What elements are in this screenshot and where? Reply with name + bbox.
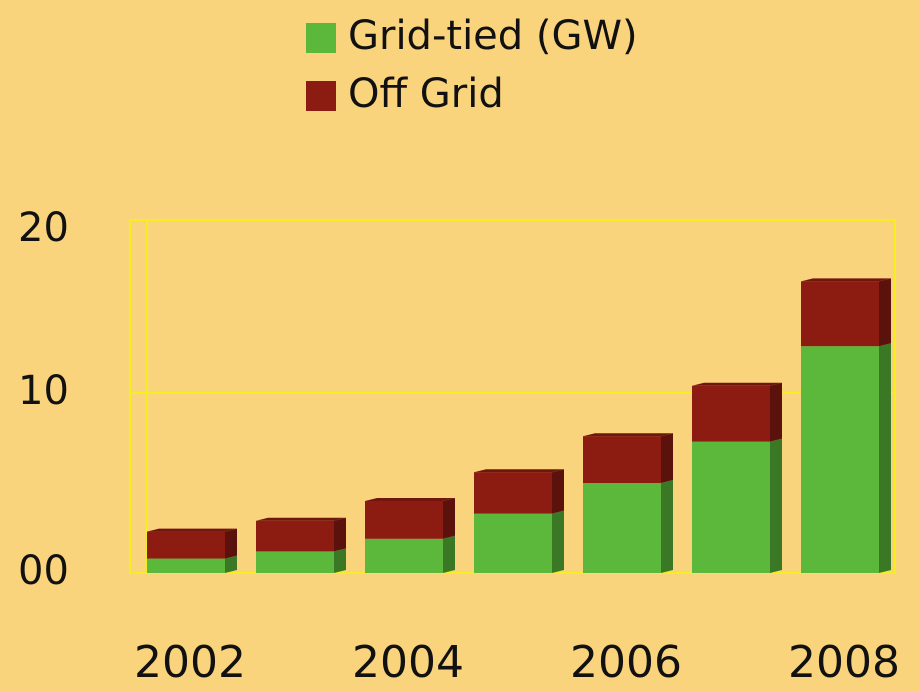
y-tick-label: 20	[18, 205, 69, 251]
bar	[801, 281, 879, 347]
x-tick-label: 2006	[570, 637, 682, 688]
bar-side	[661, 480, 673, 573]
bar-side	[770, 438, 782, 573]
legend-label: Off Grid	[348, 71, 504, 117]
bar-side	[334, 548, 346, 573]
bar-top	[692, 382, 782, 386]
bar-top	[583, 433, 673, 437]
bar-side	[443, 498, 455, 539]
x-tick-label: 2008	[788, 637, 900, 688]
bar	[474, 513, 552, 573]
bar-top	[256, 517, 346, 521]
legend-swatch	[306, 81, 336, 111]
bar-top	[147, 528, 237, 532]
bar-side	[225, 555, 237, 573]
bar	[365, 538, 443, 573]
bar	[256, 551, 334, 573]
bar-side	[443, 535, 455, 573]
legend-swatch	[306, 23, 336, 53]
bar-side	[225, 528, 237, 559]
bar	[692, 441, 770, 573]
bar-side	[334, 517, 346, 552]
bar	[256, 520, 334, 552]
bar	[474, 472, 552, 514]
bar	[801, 346, 879, 573]
x-tick-label: 2002	[134, 637, 246, 688]
bar-side	[552, 469, 564, 514]
legend-label: Grid-tied (GW)	[348, 13, 638, 59]
bar-side	[661, 433, 673, 483]
bar-top	[474, 469, 564, 473]
bar	[583, 483, 661, 573]
bar-top	[801, 278, 891, 282]
bar-side	[879, 343, 891, 573]
bar	[583, 436, 661, 483]
bar	[365, 501, 443, 539]
bar	[692, 385, 770, 442]
bar	[147, 531, 225, 559]
y-tick-label: 10	[18, 368, 69, 414]
y-tick-label: 00	[18, 548, 69, 594]
bar-side	[552, 510, 564, 573]
bar-side	[770, 382, 782, 442]
bar	[147, 558, 225, 573]
bar-top	[365, 498, 455, 501]
x-tick-label: 2004	[352, 637, 464, 688]
bar-side	[879, 278, 891, 347]
